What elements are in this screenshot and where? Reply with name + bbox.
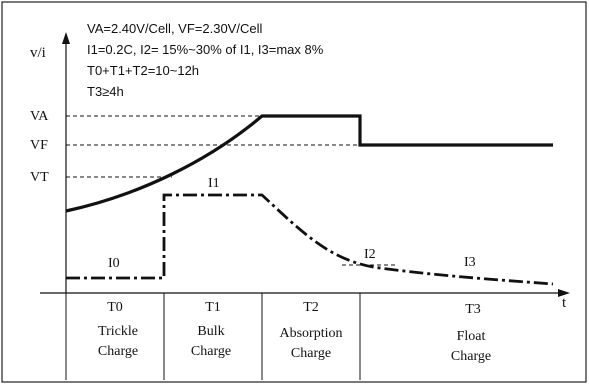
- phase-name-float-2: Charge: [451, 349, 491, 364]
- level-vf: VF: [30, 138, 48, 153]
- phase-time-t1: T1: [205, 300, 221, 315]
- phase-name-absorption-1: Absorption: [280, 326, 343, 341]
- phase-name-bulk-2: Charge: [191, 344, 231, 359]
- current-curve: [66, 193, 554, 286]
- phase-name-trickle-2: Charge: [98, 344, 138, 359]
- y-axis-label: v/i: [30, 45, 46, 61]
- x-axis-label: t: [562, 295, 567, 311]
- param-line-4: T3≥4h: [87, 84, 124, 99]
- phase-name-float-1: Float: [457, 329, 486, 344]
- phase-name-trickle-1: Trickle: [98, 324, 138, 339]
- level-va: VA: [30, 109, 49, 124]
- current-label-i1: I1: [208, 176, 220, 191]
- phase-name-absorption-2: Charge: [291, 346, 331, 361]
- phase-time-t3: T3: [465, 302, 481, 317]
- param-line-2: I1=0.2C, I2= 15%~30% of I1, I3=max 8%: [87, 42, 324, 57]
- phase-time-t2: T2: [303, 300, 319, 315]
- phase-time-t0: T0: [107, 300, 123, 315]
- param-line-3: T0+T1+T2=10~12h: [87, 63, 199, 78]
- y-axis-arrow: [62, 32, 70, 44]
- voltage-curve: [65, 114, 553, 213]
- phase-name-bulk-1: Bulk: [197, 324, 224, 339]
- current-label-i2: I2: [364, 247, 376, 262]
- current-label-i3: I3: [464, 255, 476, 270]
- x-axis-arrow: [558, 289, 570, 297]
- level-vt: VT: [30, 170, 49, 185]
- current-label-i0: I0: [108, 256, 120, 271]
- param-line-1: VA=2.40V/Cell, VF=2.30V/Cell: [87, 21, 262, 36]
